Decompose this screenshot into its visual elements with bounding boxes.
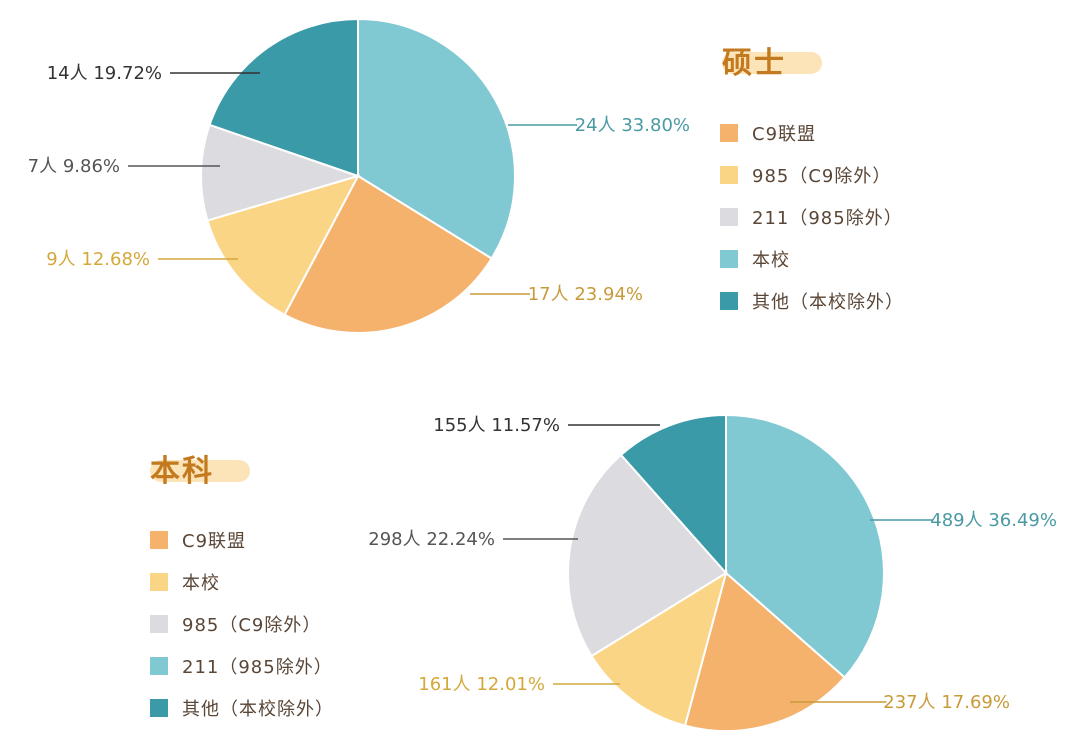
legend-swatch — [720, 166, 738, 184]
legend-swatch — [720, 250, 738, 268]
slice-data-label: 161人 12.01% — [418, 674, 545, 695]
pie-slice — [619, 413, 727, 576]
chart-1-title: 硕士 — [722, 46, 786, 81]
legend-item: C9联盟 — [150, 519, 334, 561]
legend-swatch — [150, 699, 168, 717]
legend-label: 其他（本校除外） — [752, 292, 904, 313]
pie-slice — [357, 17, 516, 260]
legend-label: 其他（本校除外） — [182, 699, 334, 720]
legend-swatch — [720, 124, 738, 142]
legend-item: 本校 — [150, 561, 334, 603]
legend-label: C9联盟 — [752, 124, 817, 145]
legend-swatch — [720, 208, 738, 226]
legend-item: 其他（本校除外） — [150, 687, 334, 729]
legend-item: C9联盟 — [720, 112, 904, 154]
slice-data-label: 9人 12.68% — [46, 249, 150, 270]
legend-item: 211（985除外） — [720, 196, 904, 238]
legend-label: 211（985除外） — [752, 208, 903, 229]
pie-slice — [200, 123, 362, 222]
legend-label: 211（985除外） — [182, 657, 333, 678]
chart-1-title-block: 硕士 — [722, 38, 822, 82]
legend-item: 本校 — [720, 238, 904, 280]
legend-item: 其他（本校除外） — [720, 280, 904, 322]
slice-data-label: 14人 19.72% — [47, 63, 162, 84]
legend-swatch — [150, 615, 168, 633]
legend-label: 本校 — [752, 250, 790, 271]
legend-item: 211（985除外） — [150, 645, 334, 687]
chart-1-legend: C9联盟 985（C9除外） 211（985除外） 本校 其他（本校除外） — [720, 112, 904, 322]
legend-label: 985（C9除外） — [182, 615, 322, 636]
slice-data-label: 298人 22.24% — [368, 529, 495, 550]
pie-slice — [206, 174, 360, 317]
slice-data-label: 155人 11.57% — [433, 415, 560, 436]
slice-data-label: 17人 23.94% — [528, 284, 643, 305]
legend-item: 985（C9除外） — [150, 603, 334, 645]
legend-label: 本校 — [182, 573, 220, 594]
title-highlight — [150, 460, 250, 482]
title-highlight — [722, 52, 822, 74]
legend-swatch — [720, 292, 738, 310]
slice-data-label: 24人 33.80% — [575, 115, 690, 136]
pie-slice — [208, 17, 359, 178]
pie-slice — [590, 570, 728, 727]
legend-swatch — [150, 657, 168, 675]
slice-data-label: 7人 9.86% — [28, 156, 120, 177]
legend-label: C9联盟 — [182, 531, 247, 552]
chart-2-title: 本科 — [150, 454, 214, 489]
chart-2-title-block: 本科 — [150, 446, 250, 490]
chart-2-legend: C9联盟 本校 985（C9除外） 211（985除外） 其他（本校除外） — [150, 519, 334, 729]
legend-item: 985（C9除外） — [720, 154, 904, 196]
slice-data-label: 237人 17.69% — [883, 692, 1010, 713]
pie-slice — [683, 571, 846, 732]
slice-data-label: 489人 36.49% — [930, 510, 1057, 531]
pie-slice — [567, 453, 728, 658]
legend-swatch — [150, 573, 168, 591]
pie-slice — [725, 413, 886, 679]
legend-swatch — [150, 531, 168, 549]
legend-label: 985（C9除外） — [752, 166, 892, 187]
pie-slice — [283, 174, 493, 334]
